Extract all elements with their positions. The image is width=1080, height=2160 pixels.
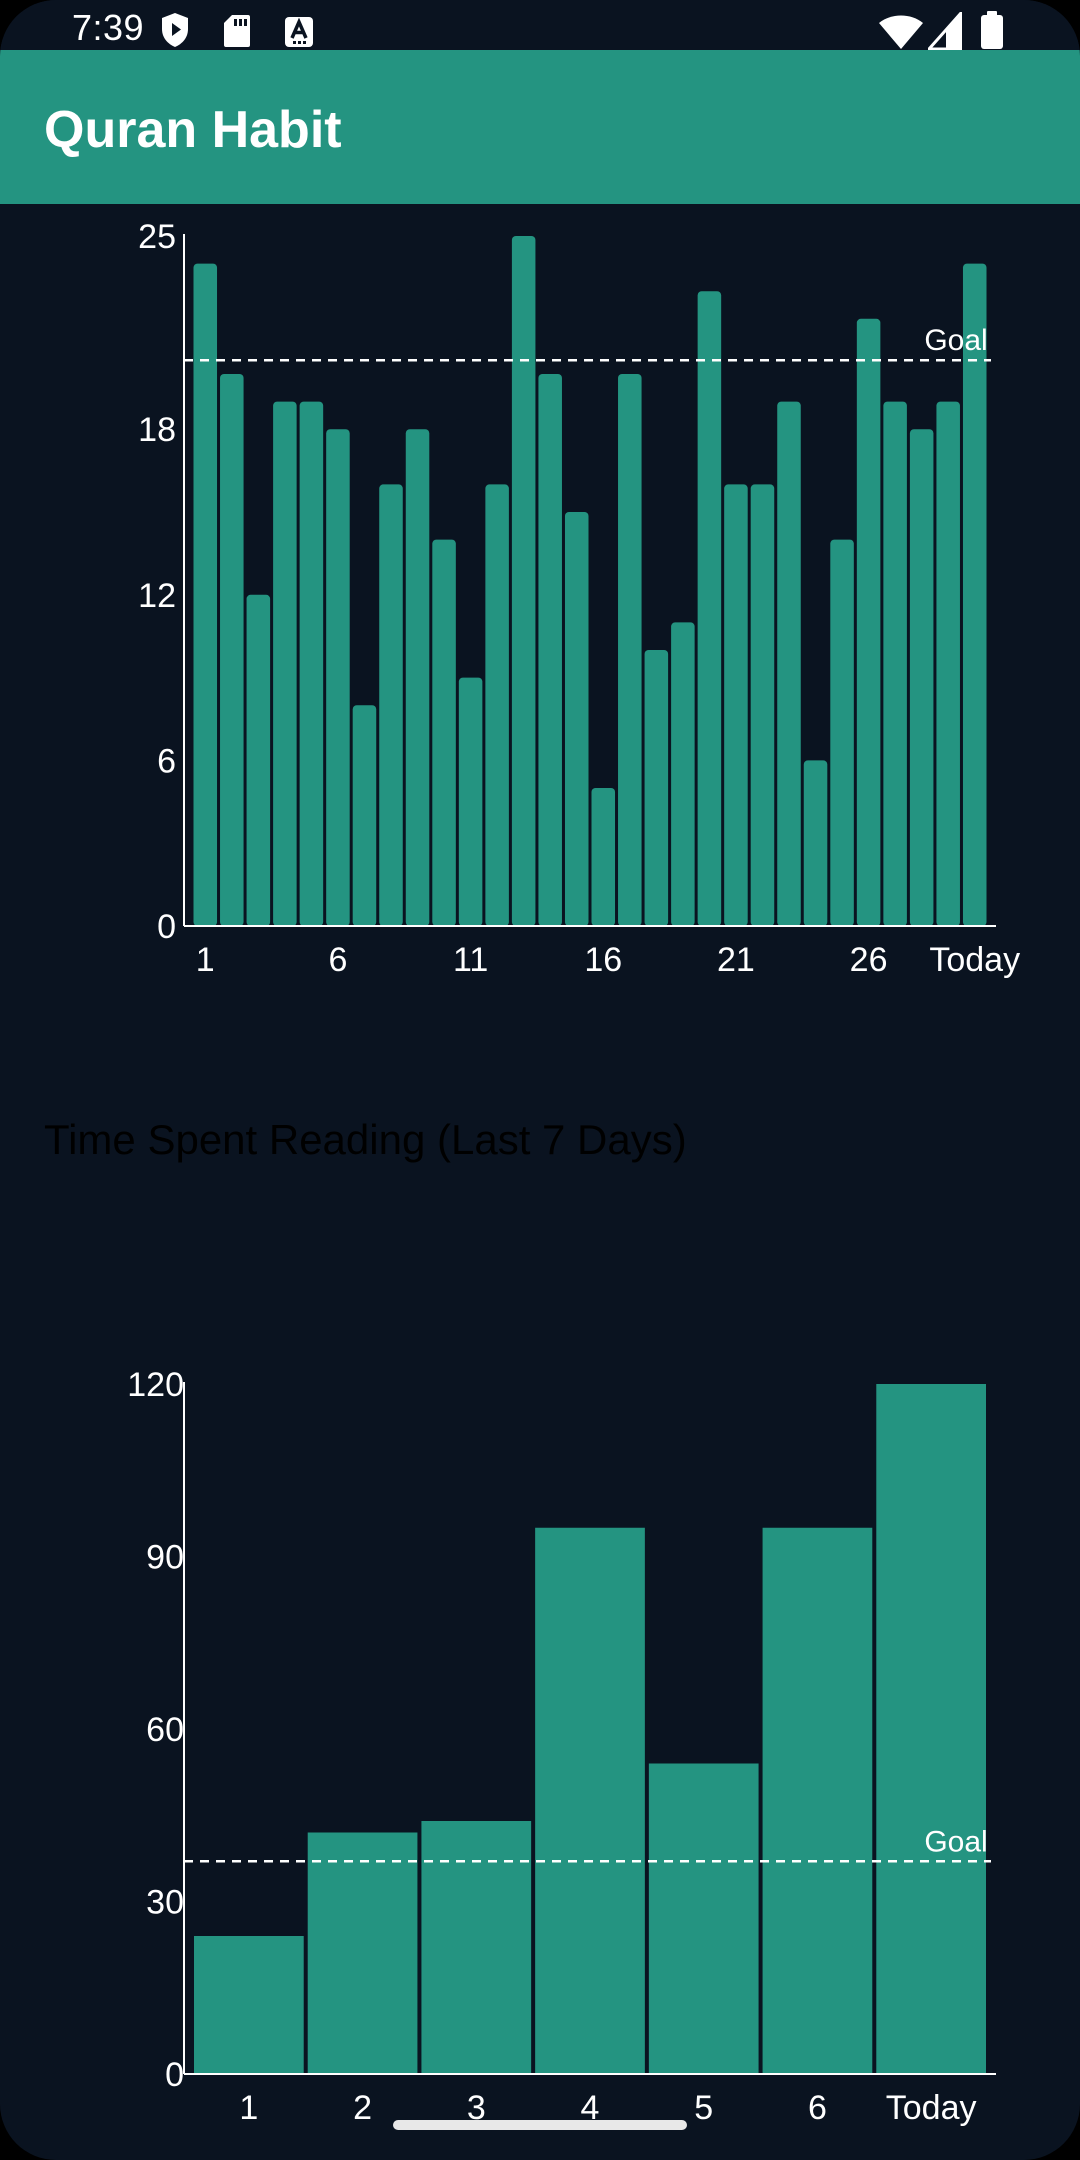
bar-2 xyxy=(307,1832,418,2074)
bar-19 xyxy=(671,622,695,926)
app-bar: Quran Habit xyxy=(0,50,1080,204)
x-tick-label: 2 xyxy=(353,2089,372,2127)
bar-4 xyxy=(273,401,297,927)
bar-7 xyxy=(352,705,377,926)
bar-3 xyxy=(246,594,271,926)
y-tick-label: 30 xyxy=(146,1884,184,1922)
bar-18 xyxy=(644,650,669,926)
x-tick-label: 1 xyxy=(196,941,215,979)
bar-8 xyxy=(379,484,403,926)
bar-Today xyxy=(876,1384,986,2074)
bar-26 xyxy=(856,318,881,926)
bar-6 xyxy=(762,1527,873,2074)
bar-13 xyxy=(511,236,536,926)
y-tick-label: 120 xyxy=(127,1366,184,1404)
bar-28 xyxy=(909,429,934,926)
bar-10 xyxy=(432,539,456,926)
bar-23 xyxy=(777,401,801,927)
x-tick-label: 3 xyxy=(467,2089,486,2127)
x-tick-label: 16 xyxy=(584,941,622,979)
goal-label: Goal xyxy=(924,1825,987,1858)
app-title: Quran Habit xyxy=(44,101,342,159)
signal-icon xyxy=(928,12,962,50)
x-tick-label: 1 xyxy=(239,2089,258,2127)
bar-16 xyxy=(591,788,616,926)
x-tick-label: 5 xyxy=(694,2089,713,2127)
bar-5 xyxy=(648,1763,759,2074)
y-tick-label: 90 xyxy=(146,1539,184,1577)
bar-4 xyxy=(535,1527,645,2074)
bar-Today xyxy=(962,263,987,927)
gesture-nav-handle[interactable] xyxy=(393,2120,687,2130)
y-tick-label: 0 xyxy=(157,908,176,946)
bar-2 xyxy=(220,374,244,926)
x-tick-label: 21 xyxy=(717,941,755,979)
bar-14 xyxy=(538,374,562,926)
x-tick-label: 6 xyxy=(808,2089,827,2127)
time-spent-chart: 0 30 60 90 120 1 2 3 4 5 6 Today Goal xyxy=(127,1366,996,2127)
bar-29 xyxy=(936,401,960,927)
bar-1 xyxy=(193,263,218,927)
y-tick-label: 60 xyxy=(146,1711,184,1749)
battery-icon xyxy=(981,11,1003,49)
goal-label: Goal xyxy=(924,324,987,357)
bar-9 xyxy=(405,429,430,926)
x-tick-label: Today xyxy=(929,941,1020,979)
font-a-icon xyxy=(285,17,313,47)
y-tick-label: 6 xyxy=(157,742,176,780)
x-tick-label: 4 xyxy=(581,2089,600,2127)
status-time: 7:39 xyxy=(72,7,145,48)
wifi-icon xyxy=(879,15,923,49)
bar-1 xyxy=(194,1936,304,2074)
x-tick-label: Today xyxy=(886,2089,977,2127)
sd-card-icon xyxy=(224,15,250,47)
bar-12 xyxy=(485,484,509,926)
x-tick-label: 6 xyxy=(328,941,347,979)
bar-6 xyxy=(326,429,350,926)
time-section-title: Time Spent Reading (Last 7 Days) xyxy=(44,1116,687,1163)
y-tick-label: 25 xyxy=(138,218,176,256)
bar-20 xyxy=(697,291,722,926)
bar-21 xyxy=(724,484,748,926)
bar-17 xyxy=(618,374,642,926)
bar-25 xyxy=(830,539,854,926)
y-tick-label: 18 xyxy=(138,411,176,449)
bar-3 xyxy=(421,1821,532,2074)
bar-27 xyxy=(883,401,907,927)
bar-22 xyxy=(750,484,775,926)
bar-5 xyxy=(299,401,324,927)
bar-15 xyxy=(564,512,589,926)
bar-24 xyxy=(803,760,828,926)
x-tick-label: 11 xyxy=(453,941,488,979)
status-bar: 7:39 xyxy=(0,0,1080,50)
y-tick-label: 0 xyxy=(165,2056,184,2094)
y-tick-label: 12 xyxy=(138,577,176,615)
x-tick-label: 26 xyxy=(850,941,888,979)
bar-11 xyxy=(458,677,483,926)
shield-play-icon xyxy=(162,13,188,47)
